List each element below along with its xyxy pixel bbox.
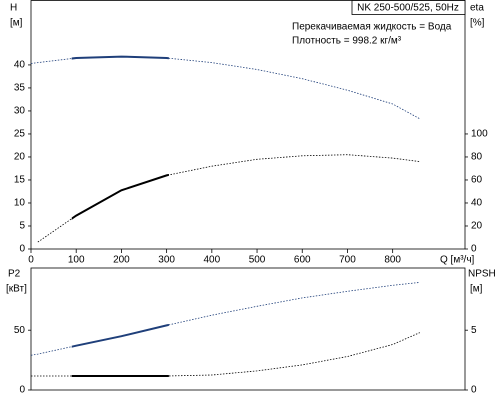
y-tick-label: 15 [14, 175, 26, 186]
x-tick-label: 600 [294, 255, 311, 266]
x-tick-label: 800 [384, 255, 401, 266]
y2-axis-unit: [м] [470, 284, 483, 295]
note: Перекачиваемая жидкость = Вода [292, 22, 452, 33]
y-tick-label: 35 [14, 83, 26, 94]
y-tick-label: 40 [14, 60, 26, 71]
y2-axis-label: eta [470, 3, 484, 14]
curve-dashed [30, 56, 420, 120]
curve-solid [71, 374, 169, 377]
x-tick-label: 100 [68, 255, 85, 266]
y-axis-unit: [м] [10, 18, 23, 29]
y2-tick-label: 0 [471, 385, 477, 396]
curve-solid [71, 323, 169, 348]
y-axis-unit: [кВт] [6, 284, 27, 295]
y2-tick-label: 60 [471, 175, 483, 186]
note: Плотность = 998.2 кг/м³ [292, 36, 402, 47]
y-tick-label: 10 [14, 198, 26, 209]
y2-tick-label: 5 [471, 325, 477, 336]
y2-tick-label: 20 [471, 221, 483, 232]
title-box [351, 0, 466, 15]
chart-title: NK 250-500/525, 50Hz [357, 3, 459, 14]
y-tick-label: 25 [14, 129, 26, 140]
x-tick-label: 500 [249, 255, 266, 266]
plot-frame [30, 0, 466, 250]
y2-tick-label: 80 [471, 152, 483, 163]
y-tick-label: 20 [14, 152, 26, 163]
x-tick-label: 400 [203, 255, 220, 266]
y-tick-label: 5 [19, 221, 25, 232]
y-axis-label: H [10, 3, 17, 14]
y2-tick-label: 100 [471, 129, 488, 140]
x-tick-label: 200 [113, 255, 130, 266]
curve-dashed [30, 282, 420, 356]
curve-solid [71, 55, 169, 60]
x-axis-label: Q [м³/ч] [440, 255, 475, 266]
y-axis-label: P2 [8, 269, 21, 280]
y2-axis-label: NPSH [468, 269, 496, 280]
y2-tick-label: 40 [471, 198, 483, 209]
curve-solid [71, 173, 169, 220]
plot-frame [30, 267, 466, 391]
x-tick-label: 0 [28, 255, 34, 266]
curve-dashed [37, 154, 420, 243]
x-tick-label: 300 [158, 255, 175, 266]
curve-dashed [31, 332, 420, 377]
x-tick-label: 700 [339, 255, 356, 266]
y-tick-label: 0 [19, 385, 25, 396]
y-tick-label: 30 [14, 106, 26, 117]
y-tick-label: 50 [14, 325, 26, 336]
y2-tick-label: 0 [471, 244, 477, 255]
y2-axis-unit: [%] [470, 18, 485, 29]
y-tick-label: 0 [19, 244, 25, 255]
